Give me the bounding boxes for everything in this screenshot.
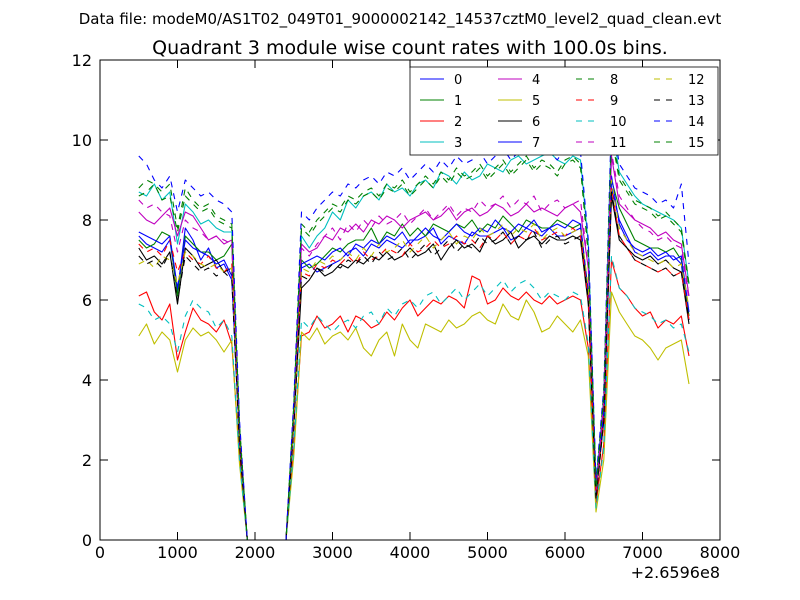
series-line-11: [138, 151, 690, 540]
plot-area: 0 1000 2000 3000 4000 5000 6000 7000 80000246810…: [72, 51, 741, 582]
legend-label-14: 14: [688, 115, 705, 130]
legend-label-2: 2: [454, 115, 462, 130]
x-offset-label: +2.6596e8: [631, 563, 720, 582]
y-tick-label: 10: [72, 131, 92, 150]
figure-suptitle: Data file: modeM0/AS1T02_049T01_90000021…: [79, 10, 722, 29]
legend-label-13: 13: [688, 94, 705, 109]
series-line-13: [138, 191, 690, 540]
legend-label-1: 1: [454, 94, 462, 109]
series-line-15: [138, 135, 690, 540]
legend-label-5: 5: [532, 94, 540, 109]
chart-title: Quadrant 3 module wise count rates with …: [152, 37, 668, 59]
legend-label-8: 8: [610, 73, 618, 88]
x-tick-label: 1000: [157, 543, 198, 562]
legend-label-11: 11: [610, 136, 627, 151]
y-tick-label: 12: [72, 51, 92, 70]
x-tick-label: 6000: [545, 543, 586, 562]
legend-label-4: 4: [532, 73, 540, 88]
legend-label-6: 6: [532, 115, 540, 130]
y-tick-label: 8: [82, 211, 92, 230]
legend-label-3: 3: [454, 136, 462, 151]
legend-label-15: 15: [688, 136, 705, 151]
x-tick-label: 3000: [312, 543, 353, 562]
series-line-10: [138, 255, 690, 540]
y-tick-label: 2: [82, 451, 92, 470]
legend-box: [409, 66, 719, 156]
x-tick-label: 0: [95, 543, 105, 562]
series-line-5: [138, 291, 690, 540]
x-tick-label: 8000: [700, 543, 741, 562]
series-line-14: [138, 115, 690, 540]
y-tick-label: 6: [82, 291, 92, 310]
legend-label-9: 9: [610, 94, 618, 109]
x-tick-label: 5000: [467, 543, 508, 562]
legend-label-12: 12: [688, 73, 705, 88]
legend-label-10: 10: [610, 115, 627, 130]
legend-label-0: 0: [454, 73, 462, 88]
legend-label-7: 7: [532, 136, 540, 151]
x-tick-label: 2000: [235, 543, 276, 562]
series-line-12: [138, 179, 690, 540]
series-group: [138, 115, 690, 540]
series-line-2: [138, 259, 690, 540]
x-tick-label: 7000: [622, 543, 663, 562]
y-tick-label: 0: [82, 531, 92, 550]
y-tick-label: 4: [82, 371, 92, 390]
x-tick-label: 4000: [390, 543, 431, 562]
